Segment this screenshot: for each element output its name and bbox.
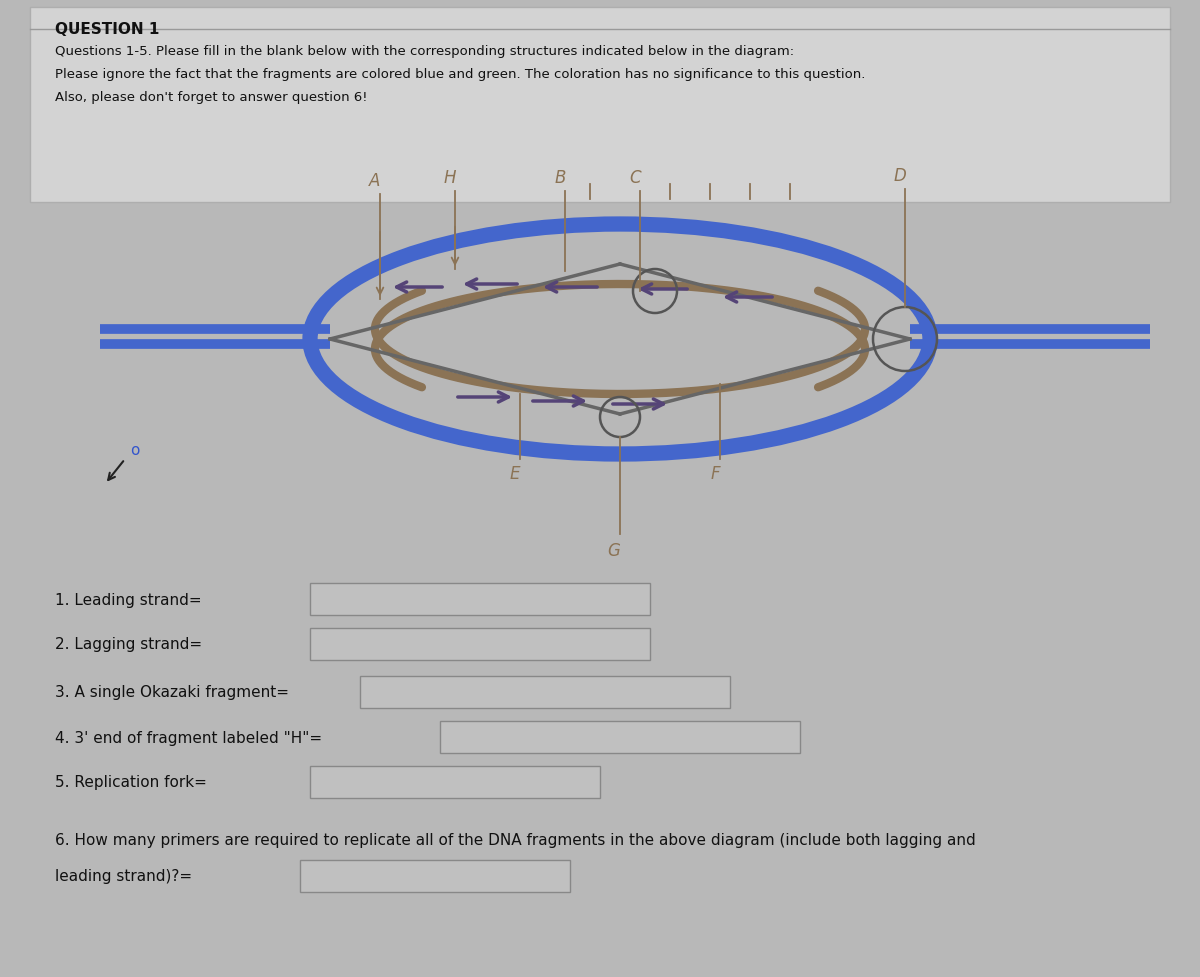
Text: o: o	[130, 443, 139, 457]
Text: C: C	[629, 169, 641, 187]
Text: 3. A single Okazaki fragment=: 3. A single Okazaki fragment=	[55, 685, 289, 700]
Text: 6. How many primers are required to replicate all of the DNA fragments in the ab: 6. How many primers are required to repl…	[55, 831, 976, 847]
Text: QUESTION 1: QUESTION 1	[55, 21, 160, 37]
FancyBboxPatch shape	[300, 860, 570, 892]
Text: Please ignore the fact that the fragments are colored blue and green. The colora: Please ignore the fact that the fragment…	[55, 68, 865, 81]
FancyBboxPatch shape	[440, 721, 800, 753]
Text: 1. Leading strand=: 1. Leading strand=	[55, 592, 202, 607]
FancyBboxPatch shape	[310, 628, 650, 660]
Text: H: H	[444, 169, 456, 187]
Text: Also, please don't forget to answer question 6!: Also, please don't forget to answer ques…	[55, 91, 367, 104]
Text: Questions 1-5. Please fill in the blank below with the corresponding structures : Questions 1-5. Please fill in the blank …	[55, 45, 794, 58]
Text: G: G	[607, 541, 620, 560]
Text: 2. Lagging strand=: 2. Lagging strand=	[55, 637, 202, 652]
Text: E: E	[510, 464, 521, 483]
Text: B: B	[554, 169, 565, 187]
Text: leading strand)?=: leading strand)?=	[55, 869, 192, 883]
Text: D: D	[894, 167, 906, 185]
FancyBboxPatch shape	[310, 583, 650, 616]
Text: F: F	[710, 464, 720, 483]
FancyBboxPatch shape	[360, 676, 730, 708]
FancyBboxPatch shape	[310, 766, 600, 798]
Text: 4. 3' end of fragment labeled "H"=: 4. 3' end of fragment labeled "H"=	[55, 730, 322, 744]
Text: A: A	[370, 172, 380, 190]
FancyBboxPatch shape	[30, 8, 1170, 203]
Text: 5. Replication fork=: 5. Replication fork=	[55, 775, 206, 789]
